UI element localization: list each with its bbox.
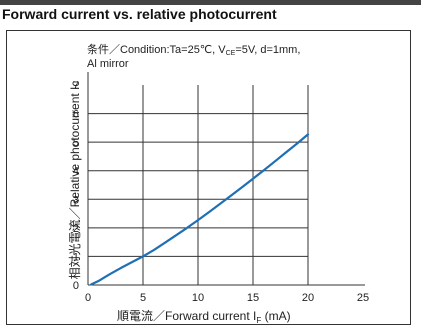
tick-labels: 0 1 2 3 4 5 6 7 0 5 10 15 20 25 (73, 80, 369, 304)
x-axis-label: 順電流／Forward current IF (mA) (117, 309, 291, 325)
y-tick-label: 7 (73, 80, 79, 92)
x-tick-label: 15 (247, 292, 259, 304)
y-tick-label: 6 (73, 109, 79, 121)
x-tick-label: 25 (357, 292, 369, 304)
y-tick-label: 4 (73, 166, 79, 178)
y-tick-label: 0 (73, 280, 79, 292)
x-tick-label: 20 (302, 292, 314, 304)
header-bar (0, 0, 421, 5)
y-tick-label: 5 (73, 137, 79, 149)
condition-line-1: 条件／Condition:Ta=25℃, VCE=5V, d=1mm, (87, 42, 300, 57)
y-tick-label: 1 (73, 251, 79, 263)
y-tick-label: 3 (73, 194, 79, 206)
grid (87, 72, 365, 286)
condition-line-2: Al mirror (87, 58, 129, 70)
series-line (90, 133, 310, 286)
x-tick-label: 5 (140, 292, 146, 304)
x-tick-label: 10 (192, 292, 204, 304)
chart-title: Forward current vs. relative photocurren… (2, 6, 277, 22)
series-layer (90, 133, 310, 286)
x-tick-label: 0 (85, 292, 91, 304)
chart-frame (6, 30, 411, 325)
y-axis-label: 相対光電流／Relative photocurrent Ic (68, 81, 82, 280)
y-tick-label: 2 (73, 223, 79, 235)
